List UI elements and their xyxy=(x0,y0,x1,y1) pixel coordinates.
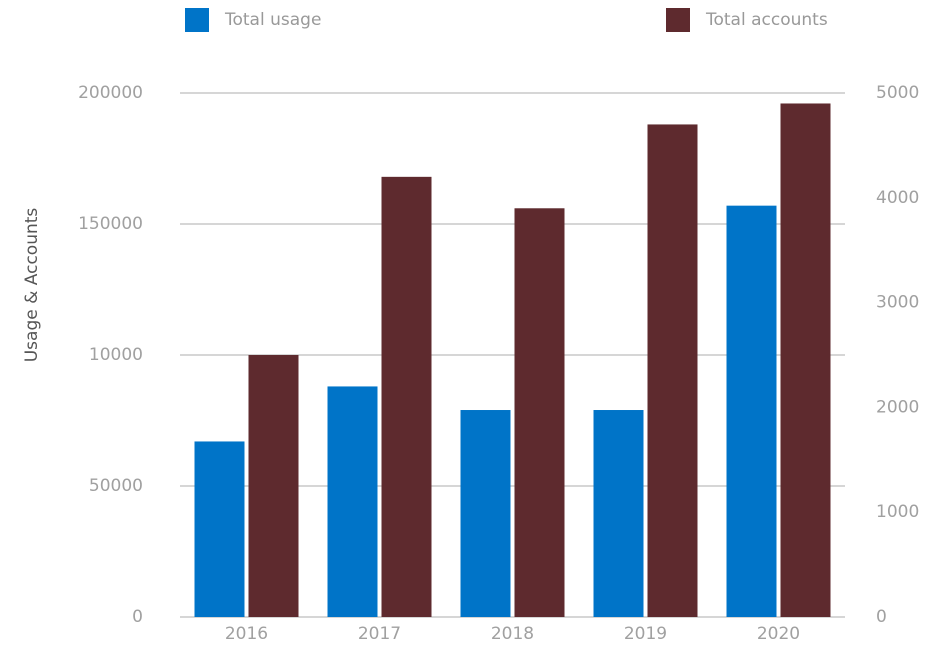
y2-tick-label: 5000 xyxy=(876,83,919,103)
x-tick-label: 2018 xyxy=(491,624,534,644)
bar xyxy=(726,205,777,617)
x-tick-label: 2016 xyxy=(225,624,268,644)
y-tick-label: 150000 xyxy=(78,214,143,234)
bar xyxy=(327,386,378,617)
y-axis-label: Usage & Accounts xyxy=(22,208,42,363)
bar xyxy=(780,103,831,618)
legend-swatch xyxy=(185,8,209,32)
y2-tick-label: 4000 xyxy=(876,188,919,208)
y-tick-label: 50000 xyxy=(89,476,143,496)
x-tick-label: 2020 xyxy=(757,624,800,644)
y2-tick-label: 3000 xyxy=(876,293,919,313)
bar xyxy=(593,410,644,617)
y-tick-label: 10000 xyxy=(89,345,143,365)
bar xyxy=(248,355,299,617)
bar xyxy=(194,441,245,617)
x-tick-label: 2019 xyxy=(624,624,667,644)
y2-tick-label: 0 xyxy=(876,607,887,627)
legend-swatch xyxy=(666,8,690,32)
legend-label: Total accounts xyxy=(705,10,828,30)
y-tick-label: 0 xyxy=(132,607,143,627)
bar xyxy=(460,410,511,617)
y-tick-label: 200000 xyxy=(78,83,143,103)
y2-tick-label: 2000 xyxy=(876,397,919,417)
x-tick-label: 2017 xyxy=(358,624,401,644)
bar xyxy=(514,208,565,617)
legend-label: Total usage xyxy=(224,10,321,30)
bar xyxy=(647,124,698,617)
bar xyxy=(381,176,432,617)
y2-tick-label: 1000 xyxy=(876,502,919,522)
